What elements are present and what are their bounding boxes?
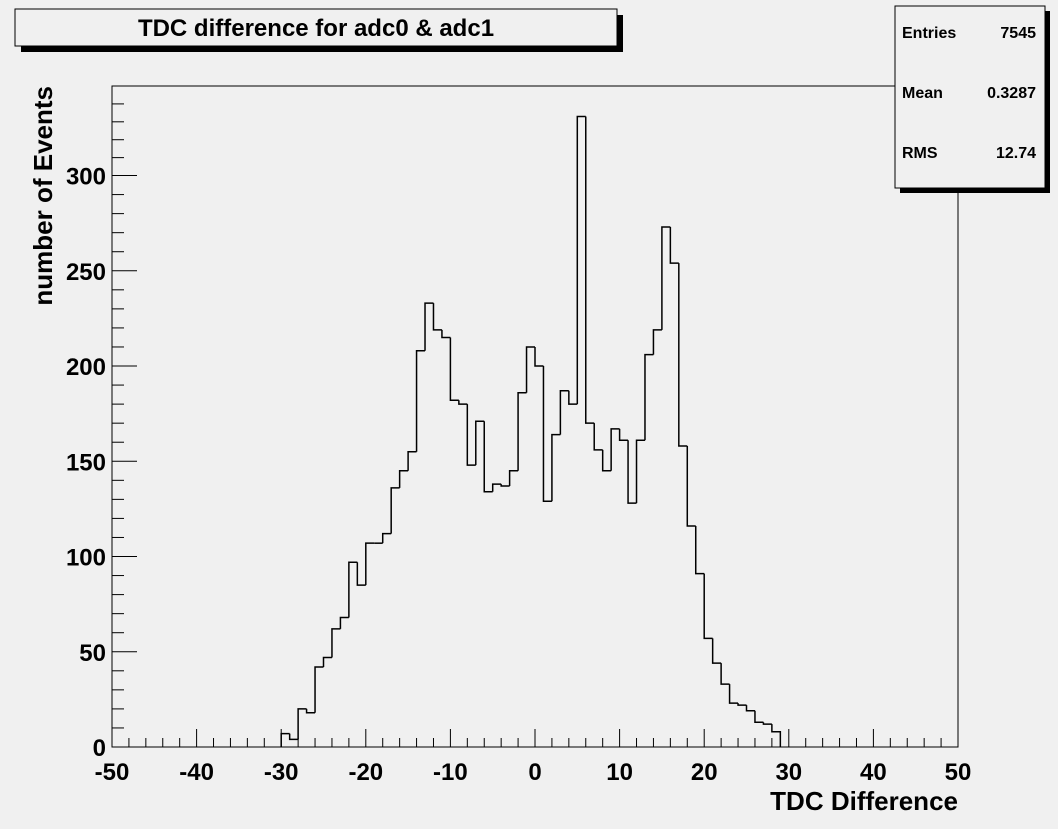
histogram-bin xyxy=(771,724,782,747)
x-tick-label: -40 xyxy=(179,759,214,786)
histogram-bin xyxy=(297,708,307,740)
histogram-bin xyxy=(381,532,392,544)
histogram-bin xyxy=(424,302,434,351)
histogram-bin xyxy=(432,303,442,331)
histogram-bin xyxy=(669,226,679,264)
histogram-bin xyxy=(365,542,375,586)
stats-value: 0.3287 xyxy=(987,85,1036,102)
histogram-bin xyxy=(593,423,603,451)
histogram-bin xyxy=(678,263,688,447)
x-tick-label: -10 xyxy=(433,759,468,786)
histogram-bin xyxy=(483,421,493,493)
histogram-bin xyxy=(305,708,316,714)
histogram-bin xyxy=(390,487,400,534)
histogram-bin xyxy=(534,346,544,367)
histogram-bin xyxy=(398,470,409,488)
stats-value: 7545 xyxy=(1000,25,1036,42)
histogram-bin xyxy=(314,666,324,713)
histogram-bin xyxy=(339,616,349,629)
histogram-bin xyxy=(280,732,290,747)
histogram-bin xyxy=(618,428,629,442)
histogram-bin xyxy=(754,710,764,723)
histogram-bin xyxy=(644,353,654,441)
histogram-bin xyxy=(635,439,645,504)
stats-label: Mean xyxy=(902,85,943,102)
histogram-bin xyxy=(407,450,417,471)
chart-title: TDC difference for adc0 & adc1 xyxy=(138,15,494,42)
histogram-bin xyxy=(737,703,747,706)
histogram-bin xyxy=(288,733,299,741)
x-tick-label: 30 xyxy=(775,759,802,786)
histogram-bin xyxy=(711,638,722,664)
histogram-bin xyxy=(322,656,332,667)
histogram-bin xyxy=(415,350,426,452)
histogram-bin xyxy=(491,483,502,492)
histogram-bin xyxy=(500,484,510,487)
y-tick-label: 50 xyxy=(79,640,106,667)
histogram-bin xyxy=(441,329,451,339)
x-tick-label: 0 xyxy=(528,759,541,786)
histogram-bin xyxy=(661,226,671,330)
histogram-bin xyxy=(585,116,595,424)
y-tick-label: 150 xyxy=(66,449,106,476)
histogram-bin xyxy=(517,391,527,471)
histogram-bin xyxy=(475,420,485,466)
histogram-bin xyxy=(348,561,358,618)
x-tick-label: 50 xyxy=(945,759,972,786)
x-axis-title: TDC Difference xyxy=(770,786,958,816)
y-tick-label: 200 xyxy=(66,354,106,381)
y-axis-title: number of Events xyxy=(28,86,58,306)
stats-label: RMS xyxy=(902,145,938,162)
stats-value: 12.74 xyxy=(996,145,1036,162)
histogram-bin xyxy=(627,440,637,504)
histogram-bin xyxy=(525,346,535,393)
x-tick-label: 20 xyxy=(691,759,718,786)
x-tick-label: -30 xyxy=(264,759,299,786)
histogram-bin xyxy=(576,115,586,405)
histogram-bin xyxy=(568,390,578,405)
histogram-bin xyxy=(331,628,341,658)
histogram-bin xyxy=(610,428,620,471)
histogram-bin xyxy=(356,562,366,586)
histogram-bin xyxy=(466,404,476,466)
histogram-bin xyxy=(508,470,519,487)
y-tick-label: 300 xyxy=(66,164,106,191)
histogram-bin xyxy=(449,337,459,402)
title-box xyxy=(14,8,618,47)
histogram-bin xyxy=(745,705,755,712)
y-tick-label: 0 xyxy=(93,735,106,762)
histogram-bin xyxy=(542,366,552,503)
histogram-bin xyxy=(720,663,730,685)
stats-label: Entries xyxy=(902,25,956,42)
stats-box xyxy=(894,5,1046,189)
histogram-bin xyxy=(559,390,569,435)
histogram-bin xyxy=(728,684,739,704)
histogram-bin xyxy=(652,329,662,355)
histogram-bin xyxy=(551,433,561,502)
histogram-bin xyxy=(458,400,468,405)
x-tick-label: -50 xyxy=(95,759,130,786)
y-tick-label: 100 xyxy=(66,545,106,572)
x-tick-label: 10 xyxy=(606,759,633,786)
histogram-bin xyxy=(601,449,612,472)
x-tick-label: 40 xyxy=(860,759,887,786)
histogram-bin xyxy=(703,573,713,640)
histogram-bin xyxy=(694,526,705,575)
y-tick-label: 250 xyxy=(66,259,106,286)
histogram-bin xyxy=(762,722,772,725)
x-tick-label: -20 xyxy=(348,759,383,786)
histogram-bin xyxy=(686,446,696,527)
